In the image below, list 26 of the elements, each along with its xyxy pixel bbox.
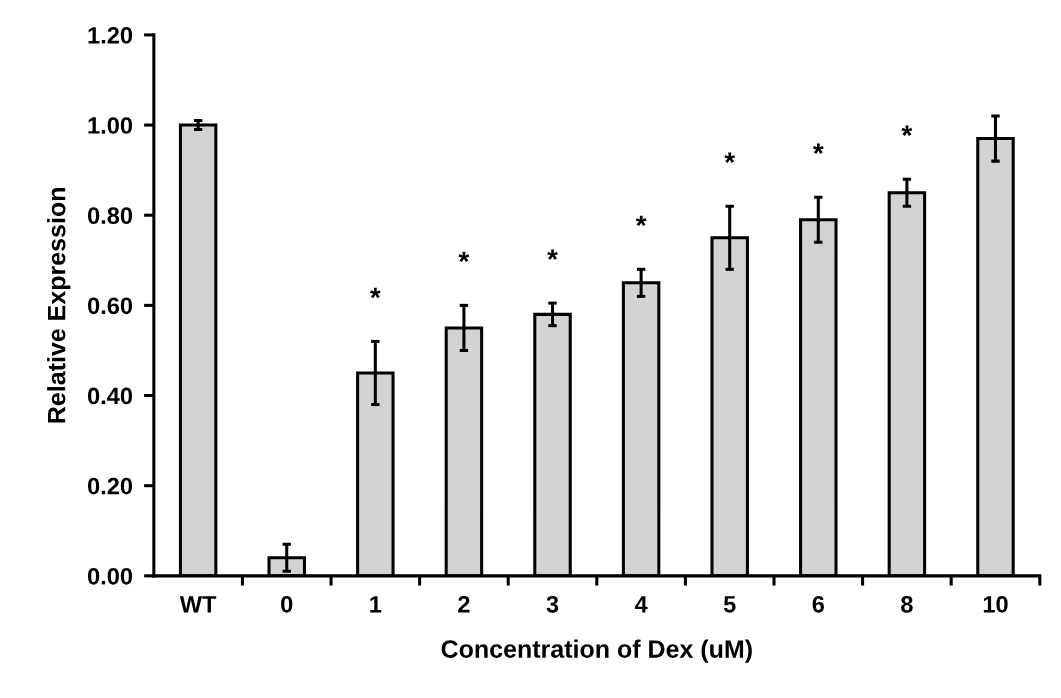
- x-tick-label: 8: [901, 595, 913, 613]
- x-tick-label: WT: [179, 596, 217, 613]
- x-axis-title: Concentration of Dex (uM): [441, 639, 752, 663]
- y-axis-title: Relative Expression: [47, 188, 71, 423]
- annotation: *: [635, 215, 647, 227]
- x-tick-label: 2: [458, 595, 470, 613]
- x-tick-label: 1: [370, 596, 382, 613]
- annotation: *: [370, 287, 381, 299]
- annotation: *: [547, 249, 558, 260]
- y-tick-label: 1.00: [88, 117, 133, 134]
- y-tick-label: 0.60: [88, 297, 133, 315]
- x-tick-label: 10: [983, 595, 1008, 613]
- y-tick-label: 0.40: [88, 387, 133, 405]
- y-tick-label: 0.00: [88, 567, 133, 585]
- x-tick-label: 6: [812, 595, 825, 613]
- x-tick-label: 5: [723, 596, 736, 613]
- annotation: *: [458, 251, 470, 263]
- annotation: *: [812, 143, 824, 154]
- annotation: *: [901, 125, 913, 136]
- x-tick-label: 0: [281, 595, 293, 613]
- y-tick-label: 0.80: [88, 207, 133, 224]
- y-tick-label: 1.20: [88, 26, 133, 44]
- x-tick-label: 3: [546, 595, 559, 613]
- x-tick-label: 4: [634, 596, 648, 613]
- annotation: *: [724, 152, 736, 163]
- y-tick-label: 0.20: [88, 477, 133, 495]
